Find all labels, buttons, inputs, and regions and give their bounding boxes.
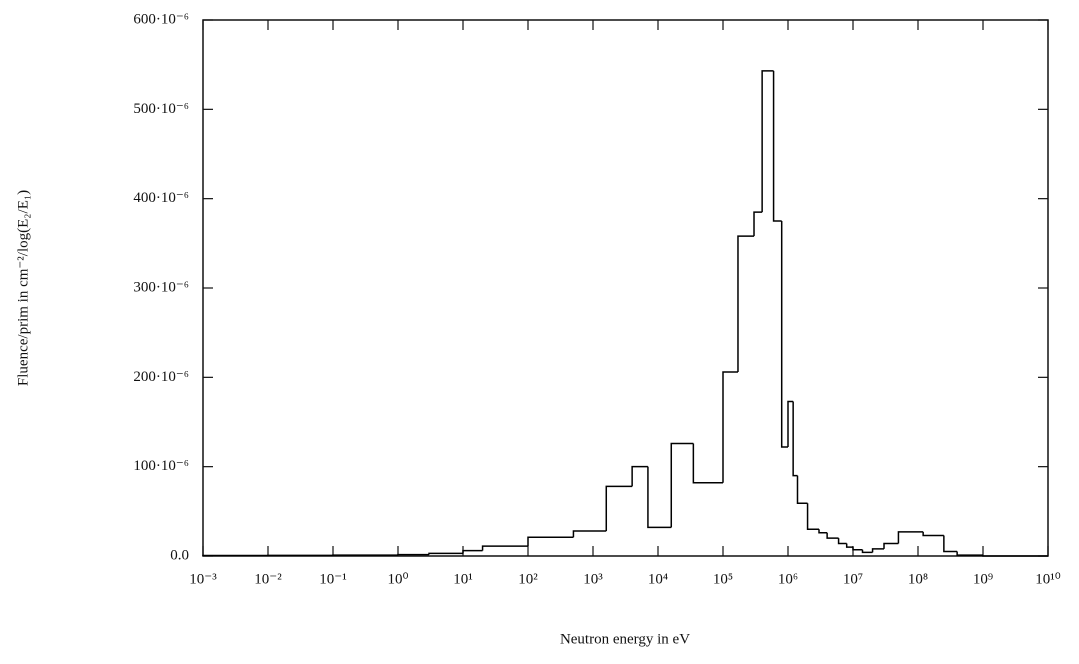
y-tick-label: 600·10⁻⁶ (133, 11, 189, 27)
x-tick-label: 10¹⁰ (1035, 571, 1061, 587)
histogram-step (922, 531, 944, 537)
histogram-step (871, 548, 885, 553)
histogram-step (462, 549, 483, 554)
histogram-step (837, 538, 847, 545)
histogram-step (780, 221, 788, 448)
histogram-step (796, 475, 808, 505)
histogram-step (631, 465, 648, 487)
histogram-step (897, 531, 924, 544)
histogram-step (692, 443, 723, 484)
histogram-step (818, 529, 828, 534)
plot-frame (202, 19, 1049, 557)
histogram-step (428, 552, 463, 555)
histogram-step (943, 535, 958, 553)
y-tick-label: 0.0 (170, 547, 189, 563)
histogram-step (481, 545, 528, 551)
x-axis-title: Neutron energy in eV (560, 631, 690, 647)
y-tick-label: 400·10⁻⁶ (133, 190, 189, 206)
histogram-step (722, 371, 738, 483)
x-tick-label: 10⁰ (387, 571, 408, 587)
histogram-step (852, 547, 863, 551)
histogram-step (792, 401, 798, 477)
x-tick-label: 10⁶ (778, 571, 798, 587)
histogram-step (737, 235, 755, 372)
histogram-step (826, 532, 839, 539)
histogram-step (845, 543, 853, 548)
x-tick-label: 10⁹ (973, 571, 993, 587)
x-tick-label: 10⁻³ (189, 571, 217, 587)
x-tick-label: 10⁵ (713, 571, 733, 587)
histogram-step (647, 466, 672, 529)
histogram-step (956, 551, 983, 556)
histogram-step (670, 442, 694, 528)
histogram-step (883, 542, 899, 549)
x-tick-label: 10² (518, 571, 538, 587)
histogram-step (605, 485, 633, 531)
x-tick-label: 10⁴ (648, 571, 668, 587)
y-tick-label: 100·10⁻⁶ (133, 458, 189, 474)
histogram-step (861, 549, 873, 554)
histogram-step (806, 503, 820, 530)
histogram-step (527, 536, 574, 547)
x-tick-label: 10³ (583, 571, 603, 587)
histogram-step (572, 530, 607, 538)
y-axis-title: Fluence/prim in cm⁻²/log(E₂/E₁) (15, 190, 31, 386)
histogram-step (753, 211, 763, 237)
x-tick-label: 10⁷ (843, 571, 863, 587)
y-tick-label: 200·10⁻⁶ (133, 369, 189, 385)
y-tick-label: 300·10⁻⁶ (133, 279, 189, 295)
histogram-step (772, 70, 782, 222)
x-tick-label: 10⁻¹ (319, 571, 346, 587)
x-tick-label: 10¹ (453, 571, 473, 587)
y-tick-label: 500·10⁻⁶ (133, 101, 189, 117)
histogram-step (787, 400, 794, 448)
histogram-step (761, 70, 774, 213)
histogram-step (982, 555, 1048, 557)
x-tick-label: 10⁸ (908, 571, 928, 587)
x-tick-label: 10⁻² (254, 571, 282, 587)
